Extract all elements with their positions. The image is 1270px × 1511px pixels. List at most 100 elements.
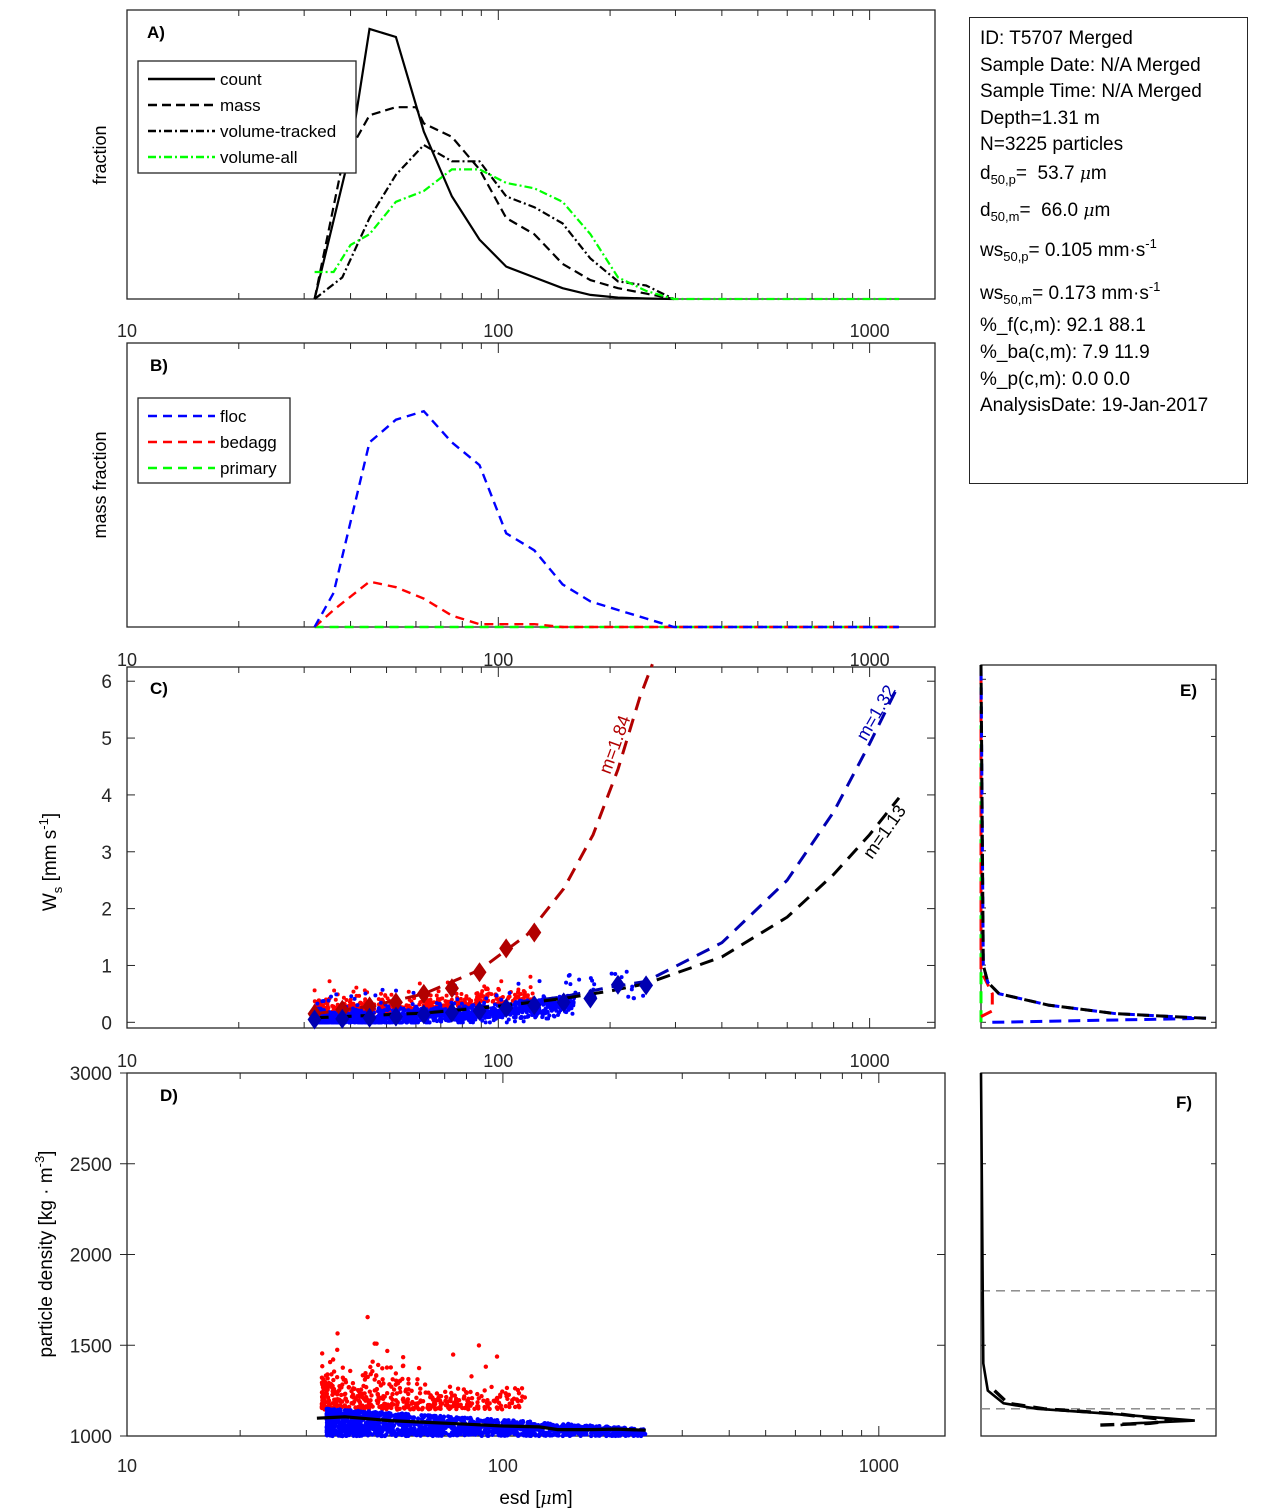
scatter-point <box>326 998 331 1003</box>
scatter-point <box>406 1387 411 1392</box>
scatter-point <box>331 1388 337 1394</box>
scatter-point <box>555 1432 561 1437</box>
scatter-point <box>482 984 487 989</box>
panel-label: F) <box>1176 1093 1192 1112</box>
scatter-point <box>465 1416 470 1421</box>
scatter-point <box>476 1343 482 1348</box>
scatter-point <box>540 997 545 1002</box>
binned-mean-marker <box>472 1000 487 1021</box>
scatter-point <box>375 1391 380 1397</box>
scatter-point <box>454 1406 459 1412</box>
scatter-point <box>401 1405 406 1410</box>
scatter-point <box>475 1400 480 1405</box>
scatter-point <box>427 1424 432 1429</box>
scatter-point <box>520 1419 526 1425</box>
scatter-point <box>400 1354 406 1360</box>
scatter-point <box>459 992 464 997</box>
scatter-point <box>350 1006 355 1011</box>
scatter-point <box>383 1402 389 1407</box>
d50m-value: = 66.0 <box>1019 199 1084 221</box>
scatter-point <box>515 1387 521 1393</box>
scatter-point <box>522 994 527 999</box>
scatter-point <box>467 1017 472 1022</box>
density-distribution-solid <box>979 1072 1195 1427</box>
scatter-point <box>558 1008 563 1013</box>
scatter-point <box>411 990 416 995</box>
scatter-point <box>505 1419 510 1424</box>
fit-line-bedagg <box>314 663 654 1016</box>
scatter-point <box>352 1421 358 1426</box>
scatter-point <box>352 1432 357 1437</box>
info-ws50p: ws50,p= 0.105 mm·s-1 <box>980 237 1247 265</box>
scatter-point <box>324 1432 330 1438</box>
scatter-point <box>379 1410 384 1415</box>
scatter-point <box>320 1382 325 1387</box>
scatter-point <box>363 997 368 1002</box>
series-floc <box>313 409 899 629</box>
scatter-point <box>431 1429 436 1434</box>
scatter-point <box>419 1428 424 1434</box>
scatter-point <box>335 1389 341 1394</box>
scatter-point <box>434 1433 439 1438</box>
scatter-point <box>414 1381 420 1387</box>
scatter-point <box>436 1415 442 1421</box>
scatter-point <box>631 996 636 1001</box>
scatter-point <box>400 1363 406 1369</box>
panel-label: D) <box>160 1086 178 1105</box>
info-id: ID: T5707 Merged <box>980 28 1133 49</box>
scatter-point <box>609 1433 615 1439</box>
scatter-point <box>520 1394 525 1399</box>
x-tick-label: 100 <box>483 321 513 341</box>
scatter-point <box>330 1020 335 1025</box>
scatter-point <box>378 1396 383 1401</box>
scatter-point <box>496 986 501 991</box>
scatter-point <box>358 1405 364 1411</box>
scatter-point <box>346 1020 351 1025</box>
d50m-mu: μ <box>1083 200 1095 221</box>
scatter-point <box>325 1002 330 1007</box>
scatter-point <box>415 1377 420 1382</box>
scatter-point <box>331 1377 336 1383</box>
scatter-point <box>397 1385 403 1391</box>
x-tick-label: 10 <box>117 1456 137 1476</box>
info-d50p: d50,p= 53.7 μm <box>980 161 1247 188</box>
scatter-point <box>466 1432 471 1437</box>
info-analysis-date: AnalysisDate: 19-Jan-2017 <box>980 395 1209 417</box>
scatter-point <box>437 1393 442 1399</box>
scatter-point <box>382 1019 387 1024</box>
scatter-point <box>518 992 523 997</box>
scatter-point <box>443 1007 448 1012</box>
scatter-point <box>465 1398 470 1404</box>
scatter-point <box>444 993 449 998</box>
scatter-point <box>371 1412 377 1417</box>
scatter-point <box>513 996 518 1001</box>
scatter-point <box>416 1365 422 1371</box>
scatter-point <box>488 1419 493 1424</box>
scatter-point <box>577 977 582 982</box>
scatter-point <box>418 1000 423 1005</box>
scatter-point <box>474 991 479 996</box>
x-tick-label: 1000 <box>850 1051 890 1071</box>
scatter-point <box>447 1406 452 1412</box>
scatter-point <box>393 1371 399 1376</box>
scatter-point <box>438 996 443 1001</box>
scatter-point <box>353 1427 358 1432</box>
scatter-point <box>376 997 381 1002</box>
scatter-point <box>516 1011 521 1016</box>
scatter-point <box>482 1388 487 1393</box>
scatter-point <box>341 1423 347 1428</box>
scatter-point <box>343 1380 349 1385</box>
scatter-point <box>398 1414 403 1420</box>
scatter-point <box>401 1017 406 1022</box>
scatter-point <box>413 1005 418 1010</box>
binned-mean-marker <box>527 922 542 943</box>
scatter-point <box>326 1380 332 1386</box>
scatter-point <box>330 1004 335 1009</box>
scatter-point <box>530 991 535 996</box>
scatter-point <box>363 1371 368 1376</box>
scatter-point <box>522 1432 527 1438</box>
scatter-point <box>528 974 533 979</box>
scatter-point <box>401 1010 406 1015</box>
scatter-point <box>447 1384 453 1389</box>
scatter-point <box>440 1013 445 1018</box>
